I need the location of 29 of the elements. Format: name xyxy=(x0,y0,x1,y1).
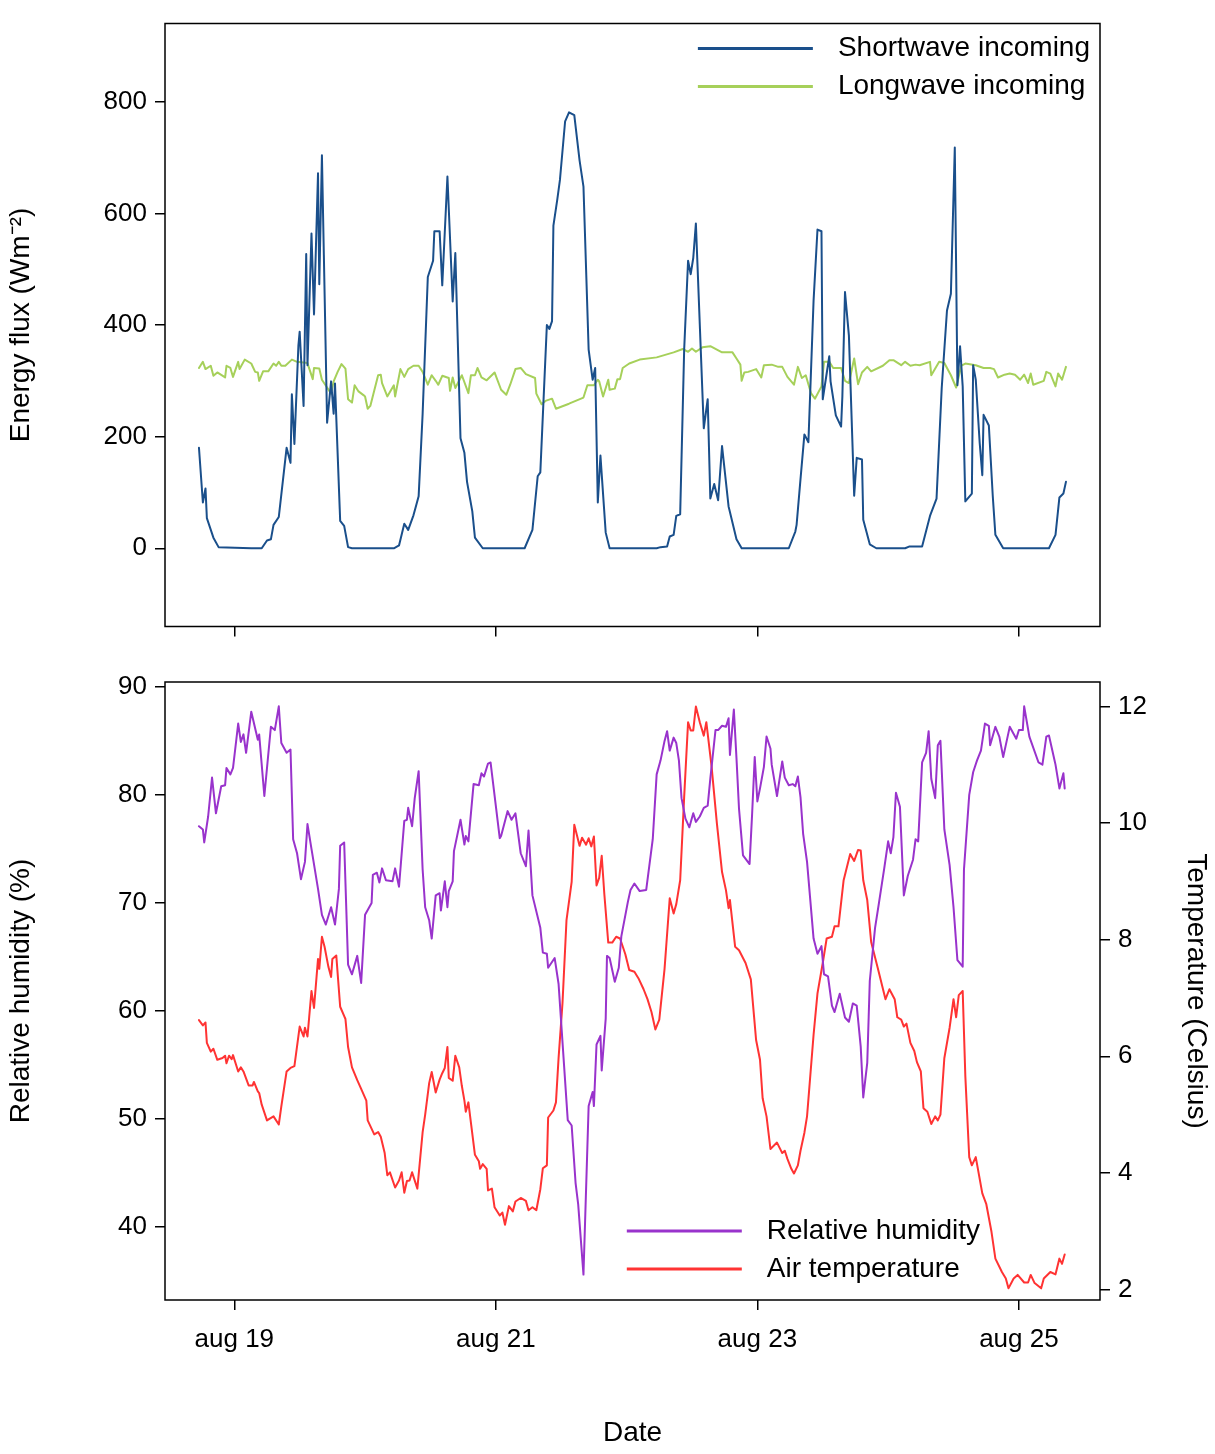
x-tick-label: aug 19 xyxy=(194,1322,275,1353)
y-tick-label: 60 xyxy=(118,994,147,1025)
x-axis-title: Date xyxy=(602,1415,663,1447)
legend-label: Longwave incoming xyxy=(837,69,1086,101)
legend-label: Relative humidity xyxy=(766,1213,980,1245)
legend-label: Shortwave incoming xyxy=(837,31,1090,63)
y2-tick-label: 10 xyxy=(1118,806,1147,837)
y-tick-label: 90 xyxy=(118,670,147,701)
y2-tick-label: 8 xyxy=(1118,922,1133,953)
x-tick-label: aug 23 xyxy=(717,1322,798,1353)
y-tick-label: 40 xyxy=(118,1210,147,1241)
y-axis-title: Relative humidity (%) xyxy=(3,858,35,1124)
x-tick-label: aug 25 xyxy=(979,1322,1059,1353)
y-tick-label: 0 xyxy=(132,531,147,562)
y2-tick-label: 6 xyxy=(1118,1039,1133,1070)
y-tick-label: 70 xyxy=(118,886,147,917)
y2-axis-title: Temperature (Celsius) xyxy=(1182,853,1214,1129)
legend-label: Air temperature xyxy=(766,1251,960,1283)
y-tick-label: 600 xyxy=(103,196,147,227)
y-tick-label: 200 xyxy=(103,419,147,450)
x-tick-label: aug 21 xyxy=(456,1322,536,1353)
y-tick-label: 80 xyxy=(118,778,147,809)
y-tick-label: 800 xyxy=(103,84,147,115)
y2-tick-label: 2 xyxy=(1118,1272,1133,1303)
y2-tick-label: 12 xyxy=(1118,689,1147,720)
y-tick-label: 400 xyxy=(103,308,147,339)
y-axis-title: Energy flux (Wm⁻²) xyxy=(3,207,35,443)
y2-tick-label: 4 xyxy=(1118,1156,1133,1187)
y-tick-label: 50 xyxy=(118,1102,147,1133)
